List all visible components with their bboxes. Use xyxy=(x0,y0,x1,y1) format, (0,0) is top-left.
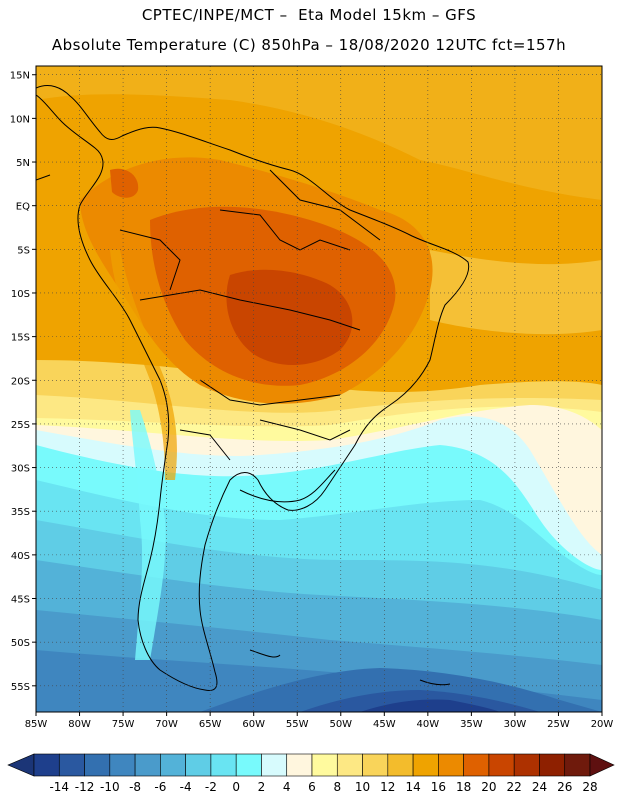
colorbar-swatch xyxy=(58,753,85,777)
lat-tick-label: 25S xyxy=(11,420,30,431)
lon-tick-label: 70W xyxy=(155,719,178,730)
colorbar-label: -12 xyxy=(75,780,95,794)
lon-tick-label: 65W xyxy=(199,719,222,730)
colorbar-label: 10 xyxy=(355,780,370,794)
lon-tick-label: 35W xyxy=(460,719,483,730)
lon-tick-label: 50W xyxy=(329,719,352,730)
lat-tick-label: 45S xyxy=(11,595,30,606)
colorbar-label: 12 xyxy=(380,780,395,794)
lat-tick-label: 15N xyxy=(10,71,30,82)
colorbar-label: -6 xyxy=(154,780,166,794)
colorbar-swatch xyxy=(134,753,161,777)
colorbar: -14 -12 -10 -8 -6 -4 -2 0 2 4 6 8 10 12 14 16 18 20 22 24 26… xyxy=(7,753,615,794)
colorbar-swatch xyxy=(539,753,566,777)
colorbar-label: 28 xyxy=(582,780,597,794)
colorbar-swatch xyxy=(84,753,111,777)
lat-tick-label: 15S xyxy=(11,333,30,344)
colorbar-swatch xyxy=(336,753,363,777)
lon-tick-label: 85W xyxy=(25,719,48,730)
colorbar-label: 2 xyxy=(258,780,266,794)
lon-tick-label: 30W xyxy=(504,719,527,730)
lon-tick-label: 55W xyxy=(286,719,309,730)
colorbar-swatch xyxy=(286,753,313,777)
lat-tick-label: 30S xyxy=(11,464,30,475)
colorbar-label: 8 xyxy=(333,780,341,794)
colorbar-label: 0 xyxy=(232,780,240,794)
colorbar-label: -10 xyxy=(100,780,120,794)
colorbar-label: -8 xyxy=(129,780,141,794)
lat-tick-label: EQ xyxy=(16,202,30,213)
lon-tick-label: 45W xyxy=(373,719,396,730)
colorbar-swatch xyxy=(160,753,186,777)
longitude-axis: 85W 80W 75W 70W 65W 60W 55W 50W 45W 40W 35W 30W 25W 2… xyxy=(25,712,614,730)
colorbar-label: 26 xyxy=(557,780,572,794)
colorbar-label: -4 xyxy=(180,780,192,794)
colorbar-label: 24 xyxy=(532,780,547,794)
lat-tick-label: 5N xyxy=(16,158,30,169)
colorbar-swatch xyxy=(311,753,338,777)
colorbar-swatch xyxy=(109,753,136,777)
colorbar-label: -2 xyxy=(205,780,217,794)
colorbar-swatch xyxy=(488,753,515,777)
map-frame xyxy=(35,65,603,713)
lon-tick-label: 75W xyxy=(112,719,135,730)
colorbar-swatch xyxy=(185,753,212,777)
lat-tick-label: 40S xyxy=(11,551,30,562)
colorbar-swatch xyxy=(210,753,237,777)
colorbar-swatch xyxy=(387,753,414,777)
colorbar-swatch xyxy=(33,753,60,777)
chart-title-line2: Absolute Temperature (C) 850hPa – 18/08/… xyxy=(51,36,567,54)
colorbar-label: -14 xyxy=(49,780,69,794)
colorbar-swatch xyxy=(235,753,262,777)
lon-tick-label: 25W xyxy=(547,719,570,730)
lon-tick-label: 60W xyxy=(242,719,265,730)
lat-tick-label: 10N xyxy=(10,114,30,125)
lat-tick-label: 35S xyxy=(11,507,30,518)
colorbar-label: 16 xyxy=(431,780,446,794)
colorbar-label: 20 xyxy=(481,780,496,794)
colorbar-swatch xyxy=(564,753,591,777)
colorbar-swatch xyxy=(362,753,389,777)
colorbar-low-extension xyxy=(7,753,35,777)
colorbar-label: 4 xyxy=(283,780,291,794)
lat-tick-label: 5S xyxy=(17,245,30,256)
colorbar-label: 6 xyxy=(308,780,316,794)
latitude-axis: 15N 10N 5N EQ 5S 10S 15S 20S 25S 30S 35S 40S 45S 50S 5… xyxy=(10,71,36,693)
country-outlines xyxy=(36,85,470,691)
colorbar-label: 22 xyxy=(507,780,522,794)
lat-tick-label: 20S xyxy=(11,376,30,387)
colorbar-swatch xyxy=(438,753,464,777)
lon-tick-label: 80W xyxy=(68,719,91,730)
colorbar-label: 18 xyxy=(456,780,471,794)
colorbar-swatch xyxy=(463,753,490,777)
lat-tick-label: 10S xyxy=(11,289,30,300)
lon-tick-label: 20W xyxy=(591,719,614,730)
chart-title-line1: CPTEC/INPE/MCT – Eta Model 15km – GFS xyxy=(141,6,477,24)
temperature-field xyxy=(36,66,602,712)
colorbar-swatch xyxy=(513,753,540,777)
colorbar-swatch xyxy=(261,753,288,777)
lon-tick-label: 40W xyxy=(417,719,440,730)
lat-tick-label: 55S xyxy=(11,682,30,693)
lat-tick-label: 50S xyxy=(11,638,30,649)
colorbar-high-extension xyxy=(589,753,615,777)
colorbar-label: 14 xyxy=(405,780,420,794)
colorbar-swatch xyxy=(412,753,439,777)
